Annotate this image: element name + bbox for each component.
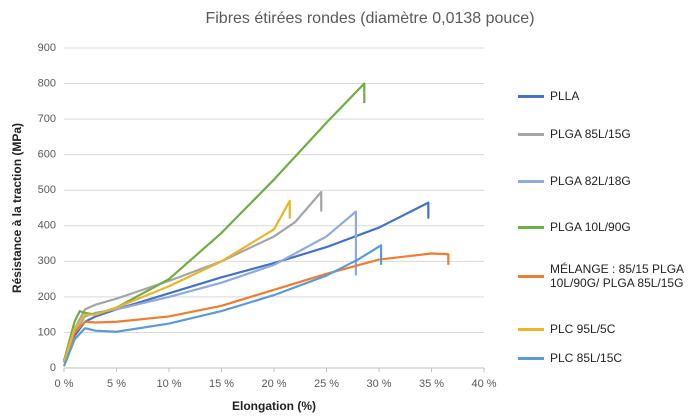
legend-label: PLC 85L/15C (550, 351, 623, 365)
legend-entry: PLGA 82L/18G (518, 166, 688, 196)
chart-title: Fibres étirées rondes (diamètre 0,0138 p… (205, 10, 534, 27)
x-tick-label: 5 % (107, 378, 126, 390)
y-tick-label: 500 (38, 184, 56, 196)
x-tick-label: 40 % (471, 378, 496, 390)
legend-label: PLC 95L/5C (550, 322, 616, 336)
legend-entry: PLC 95L/5C (518, 314, 688, 344)
legend-swatch (518, 356, 544, 360)
y-tick-label: 400 (38, 220, 56, 232)
legend-entry: PLLA (518, 81, 688, 111)
x-tick-label: 25 % (314, 378, 339, 390)
series-line (62, 210, 357, 364)
legend-swatch (518, 327, 544, 331)
x-tick-label: 0 % (55, 378, 74, 390)
x-tick-label: 20 % (261, 378, 286, 390)
legend-entry: PLGA 85L/15G (518, 119, 688, 149)
legend-entry: PLC 85L/15C (518, 343, 688, 373)
x-tick-label: 15 % (209, 378, 234, 390)
series-line (62, 252, 450, 364)
y-tick-label: 700 (38, 113, 56, 125)
legend-label: PLGA 82L/18G (550, 174, 631, 188)
x-axis-title: Elongation (%) (232, 399, 316, 413)
legend-swatch (518, 132, 544, 136)
series-line (62, 82, 366, 362)
legend-swatch (518, 225, 544, 229)
y-tick-label: 100 (38, 326, 56, 338)
y-axis-title: Résistance à la traction (MPa) (10, 123, 24, 293)
series-line (62, 244, 383, 367)
y-tick-label: 0 (50, 362, 56, 374)
y-tick-label: 600 (38, 149, 56, 161)
y-tick-label: 300 (38, 255, 56, 267)
y-tick-label: 800 (38, 77, 56, 89)
legend-swatch (518, 94, 544, 98)
legend-label: PLLA (550, 89, 580, 103)
series-line (62, 201, 430, 362)
legend-entry: MÉLANGE : 85/15 PLGA 10L/90G/ PLGA 85L/1… (518, 261, 688, 291)
y-tick-label: 200 (38, 291, 56, 303)
legend-label: PLGA 85L/15G (550, 127, 631, 141)
y-tick-label: 900 (38, 42, 56, 54)
series-line (62, 190, 323, 362)
legend-entry: PLGA 10L/90G (518, 212, 688, 242)
legend-swatch (518, 179, 544, 183)
legend-label: MÉLANGE : 85/15 PLGA 10L/90G/ PLGA 85L/1… (550, 262, 684, 290)
x-tick-label: 30 % (366, 378, 391, 390)
legend-swatch (518, 274, 544, 278)
x-tick-label: 10 % (156, 378, 181, 390)
x-tick-label: 35 % (419, 378, 444, 390)
series-line (62, 199, 291, 363)
legend-label: PLGA 10L/90G (550, 220, 631, 234)
